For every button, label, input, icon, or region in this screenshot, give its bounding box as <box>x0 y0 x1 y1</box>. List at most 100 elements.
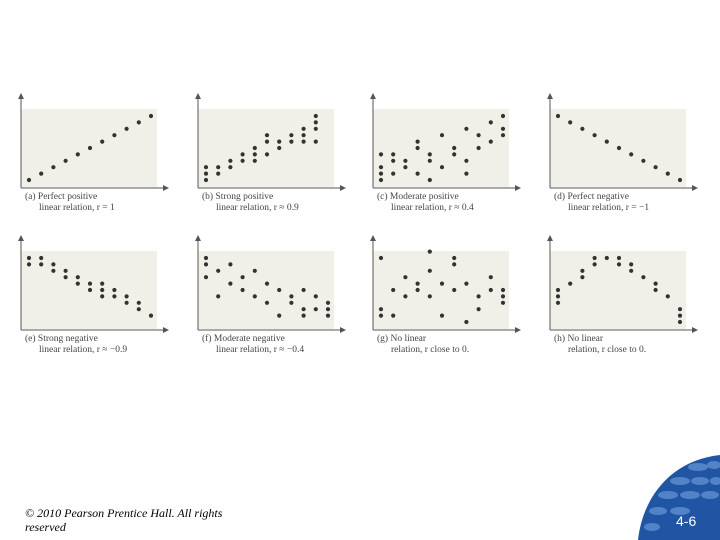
panel-caption: (c) Moderate positive linear relation, r … <box>377 192 474 214</box>
data-point <box>264 152 270 157</box>
data-point <box>403 294 408 299</box>
data-point <box>604 255 609 261</box>
data-point <box>568 281 573 286</box>
data-point <box>378 307 384 312</box>
data-point <box>51 268 56 273</box>
data-point <box>216 165 221 170</box>
panel-caption: (d) Perfect negative linear relation, r =… <box>554 192 649 214</box>
data-point <box>415 145 420 151</box>
data-point <box>216 268 221 273</box>
data-point <box>391 287 396 293</box>
data-point <box>616 255 622 261</box>
caption-line-1: (e) Strong negative <box>25 334 98 344</box>
scatterplot <box>195 93 346 191</box>
data-point <box>301 287 306 293</box>
data-point <box>427 158 432 163</box>
data-point <box>26 262 32 267</box>
data-point <box>228 262 233 267</box>
data-point <box>112 294 117 299</box>
data-point <box>87 145 93 151</box>
data-point <box>464 171 469 176</box>
data-point <box>203 171 209 176</box>
data-point <box>228 281 233 286</box>
data-point <box>452 287 457 293</box>
data-point <box>301 139 306 144</box>
data-point <box>112 287 117 293</box>
data-point <box>580 275 585 280</box>
data-point <box>403 165 408 170</box>
panel-caption: (e) Strong negative linear relation, r ≈ … <box>25 334 127 356</box>
data-point <box>313 113 318 119</box>
axes <box>197 95 344 189</box>
scatterplot-panel: (c) Moderate positive linear relation, r … <box>365 92 525 217</box>
data-point <box>616 262 622 267</box>
data-point <box>51 262 56 267</box>
scatterplot-panel: (d) Perfect negative linear relation, r =… <box>542 92 702 217</box>
data-point <box>427 152 432 157</box>
data-point <box>677 313 683 318</box>
scatterplot <box>18 93 169 191</box>
data-point <box>555 113 561 119</box>
data-point <box>264 139 270 144</box>
slide-number: 4-6 <box>676 513 697 529</box>
data-point <box>264 281 270 286</box>
plot-area <box>198 109 334 187</box>
scatterplot-panel: (b) Strong positive linear relation, r ≈ … <box>190 92 350 217</box>
data-point <box>63 158 68 163</box>
data-point <box>26 255 32 261</box>
data-point <box>378 177 384 183</box>
data-point <box>452 152 457 157</box>
data-point <box>203 275 209 280</box>
data-point <box>641 275 646 280</box>
data-point <box>555 300 561 305</box>
caption-line-2: linear relation, r = 1 <box>39 203 115 213</box>
data-point <box>452 145 457 151</box>
data-point <box>439 133 445 138</box>
axes <box>197 237 344 331</box>
panel-caption: (b) Strong positive linear relation, r ≈ … <box>202 192 299 214</box>
data-point <box>555 294 561 299</box>
data-point <box>653 165 658 170</box>
data-point <box>403 275 408 280</box>
data-point <box>476 145 481 151</box>
data-point <box>289 133 294 138</box>
data-point <box>301 307 306 312</box>
data-point <box>629 268 634 273</box>
data-point <box>87 281 93 286</box>
scatterplot-panel: (h) No linear relation, r close to 0. <box>542 234 702 359</box>
axes <box>20 237 167 331</box>
data-point <box>500 126 506 131</box>
data-point <box>26 177 32 183</box>
data-point <box>100 139 105 144</box>
caption-line-1: (b) Strong positive <box>202 192 274 202</box>
caption-line-1: (d) Perfect negative <box>554 192 629 202</box>
data-point <box>604 139 609 144</box>
data-point <box>378 313 384 318</box>
data-point <box>415 139 420 144</box>
data-point <box>100 294 105 299</box>
data-point <box>403 158 408 163</box>
data-point <box>629 262 634 267</box>
corner-decoration <box>638 455 720 540</box>
data-point <box>580 268 585 273</box>
caption-line-1: (h) No linear <box>554 334 604 344</box>
data-point <box>240 287 245 293</box>
data-point <box>264 300 270 305</box>
data-point <box>228 158 233 163</box>
data-point <box>301 313 306 318</box>
caption-line-2: linear relation, r ≈ 0.9 <box>216 203 299 213</box>
copyright-text: © 2010 Pearson Prentice Hall. All rights… <box>25 506 223 534</box>
caption-line-2: linear relation, r ≈ −0.9 <box>39 345 128 355</box>
caption-line-2: linear relation, r = −1 <box>568 203 650 213</box>
data-point <box>325 307 331 312</box>
data-point <box>488 275 493 280</box>
axes <box>20 95 167 189</box>
data-point <box>592 133 597 138</box>
data-point <box>277 145 282 151</box>
data-point <box>427 268 432 273</box>
data-point <box>252 152 257 157</box>
data-point <box>488 139 493 144</box>
data-point <box>415 281 420 286</box>
data-point <box>203 262 209 267</box>
data-point <box>476 307 481 312</box>
